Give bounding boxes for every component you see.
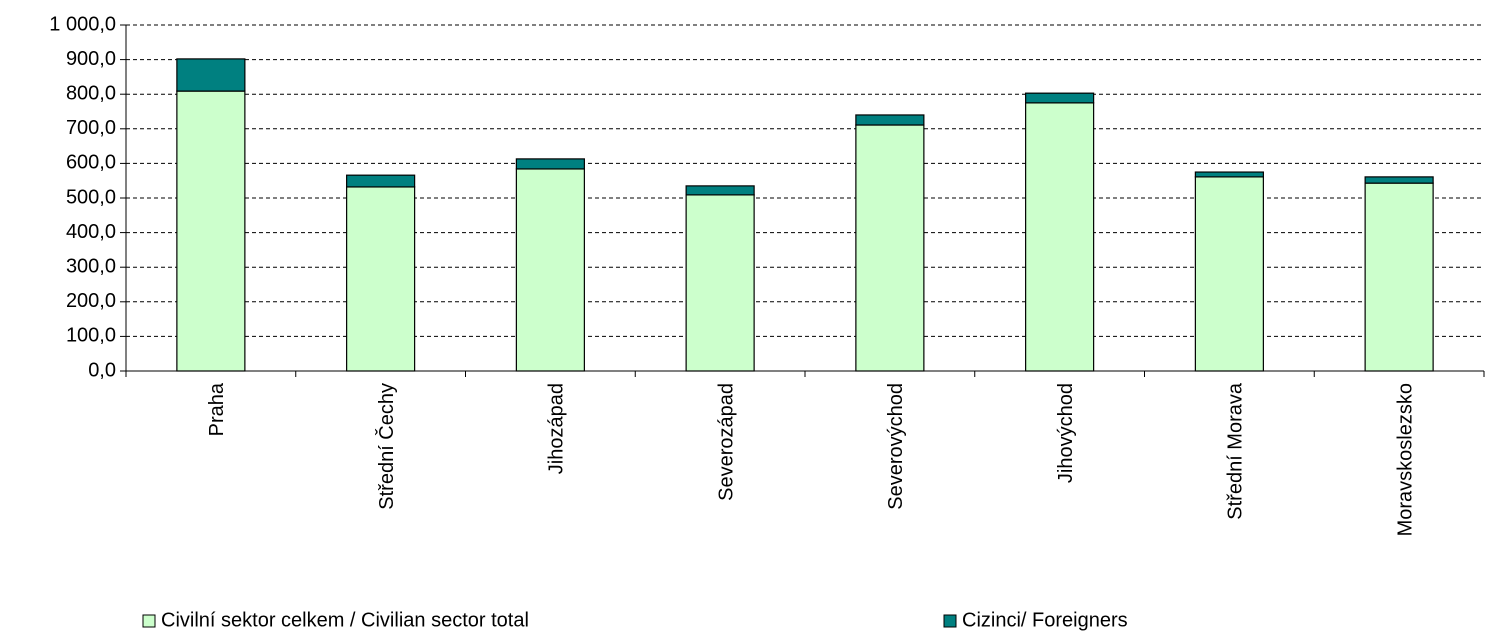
- y-tick-label: 700,0: [66, 117, 116, 139]
- bar-segment: [1364, 182, 1434, 372]
- y-tick-label: 600,0: [66, 152, 116, 174]
- bar-segment: [685, 185, 755, 196]
- bar-segment: [1194, 171, 1264, 178]
- x-tick-label: Praha: [206, 382, 228, 436]
- legend-swatch: [943, 614, 957, 628]
- x-tick-label: Střední Morava: [1225, 382, 1247, 520]
- legend-swatch: [142, 614, 156, 628]
- x-tick-label: Severozápad: [715, 383, 737, 501]
- y-tick-label: 900,0: [66, 48, 116, 70]
- y-tick-label: 100,0: [66, 325, 116, 347]
- x-tick-label: Jihozápad: [546, 383, 568, 474]
- bar-segment: [855, 114, 925, 126]
- bar-segment: [1025, 92, 1095, 104]
- x-tick-label: Jihovýchod: [1055, 383, 1077, 483]
- y-tick-label: 400,0: [66, 221, 116, 243]
- bar-segment: [1364, 176, 1434, 184]
- bar-segment: [346, 174, 416, 188]
- bar-segment: [1025, 102, 1095, 372]
- x-tick-label: Moravskoslezsko: [1394, 383, 1416, 536]
- x-tick-label: Severovýchod: [885, 383, 907, 510]
- y-tick-label: 0,0: [88, 359, 116, 381]
- bar-segment: [515, 158, 585, 170]
- y-tick-label: 300,0: [66, 255, 116, 277]
- legend-label: Cizinci/ Foreigners: [962, 609, 1128, 631]
- bar-segment: [1194, 176, 1264, 372]
- y-tick-label: 1 000,0: [49, 13, 116, 35]
- bar-segment: [176, 90, 246, 372]
- bar-segment: [685, 194, 755, 372]
- bar-segment: [855, 124, 925, 372]
- bar-segment: [515, 168, 585, 372]
- bar-segment: [346, 186, 416, 372]
- y-tick-label: 500,0: [66, 186, 116, 208]
- legend-label: Civilní sektor celkem / Civilian sector …: [161, 609, 529, 631]
- x-tick-label: Střední Čechy: [375, 383, 398, 510]
- y-tick-label: 800,0: [66, 82, 116, 104]
- y-tick-label: 200,0: [66, 290, 116, 312]
- bar-segment: [176, 58, 246, 92]
